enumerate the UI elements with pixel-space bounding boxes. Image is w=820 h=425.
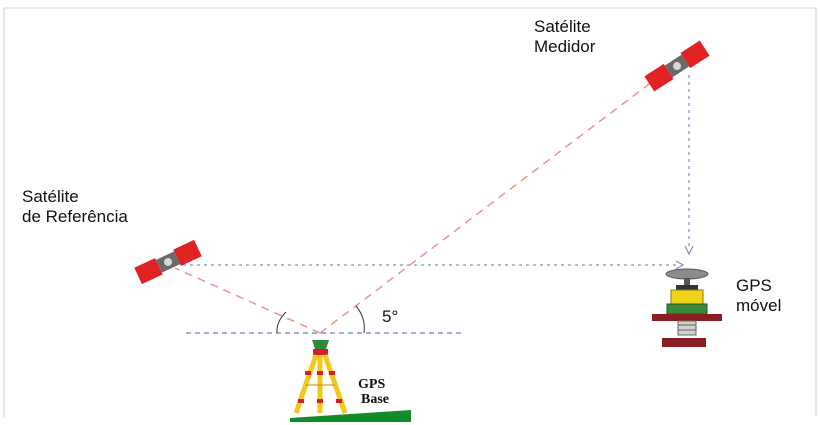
measuring-satellite-label: Satélite Medidor <box>534 17 595 57</box>
mobile-gps-spring <box>677 320 697 336</box>
tripod-mark <box>329 371 335 375</box>
mobile-gps-receiver <box>670 289 704 305</box>
reference-satellite-label: Satélite de Referência <box>22 187 128 227</box>
ground <box>290 410 411 422</box>
elevation-angle-label: 5° <box>382 307 399 326</box>
measuring-satellite-sensor <box>673 62 681 70</box>
mobile-gps-antenna-dish <box>665 268 709 280</box>
mobile-gps-label: GPS móvel <box>736 276 781 316</box>
tripod-mark <box>336 399 342 403</box>
base-gps-label-line1: GPS <box>358 377 386 392</box>
measuring-angle-arc <box>355 305 365 334</box>
base-gps-head <box>312 340 329 349</box>
reference-satellite-right-panel <box>173 239 202 266</box>
reference-satellite-ray <box>174 267 321 334</box>
mobile-gps-lower-plate <box>662 338 706 347</box>
tripod-mark <box>317 399 323 403</box>
mobile-gps-label-line1: GPS <box>736 276 772 295</box>
mobile-gps-label-line2: móvel <box>736 296 782 315</box>
measuring-satellite-right-panel <box>680 40 710 69</box>
tripod-left-leg <box>293 354 319 414</box>
measuring-satellite-label-line1: Satélite <box>534 17 591 36</box>
mobile-gps-cap <box>676 285 698 290</box>
base-gps-clamp <box>313 349 328 355</box>
measuring-link-arrowhead <box>684 245 694 256</box>
measuring-satellite-label-line2: Medidor <box>534 37 596 56</box>
reference-satellite-sensor <box>164 258 172 266</box>
base-gps-label: GPS Base <box>358 377 389 407</box>
measuring-satellite-ray <box>319 71 666 334</box>
mobile-gps-mast <box>684 278 690 285</box>
tripod-mark <box>305 371 311 375</box>
reference-satellite-left-panel <box>134 258 163 285</box>
reference-angle-arc <box>276 311 287 334</box>
mobile-gps-station <box>652 268 722 347</box>
mobile-gps-housing <box>666 303 708 315</box>
reference-satellite-label-line1: Satélite <box>22 187 79 206</box>
measuring-satellite-left-panel <box>644 63 674 92</box>
measuring-satellite <box>644 40 710 92</box>
mobile-gps-upper-plate <box>652 314 722 321</box>
base-gps-station <box>293 340 348 414</box>
reference-link-arrowhead <box>675 260 685 270</box>
tripod-right-leg <box>322 354 348 414</box>
reference-satellite-label-line2: de Referência <box>22 207 128 226</box>
base-gps-label-line2: Base <box>361 392 389 407</box>
reference-satellite <box>134 239 202 285</box>
tripod-mark <box>298 399 304 403</box>
tripod-mark <box>317 371 323 375</box>
